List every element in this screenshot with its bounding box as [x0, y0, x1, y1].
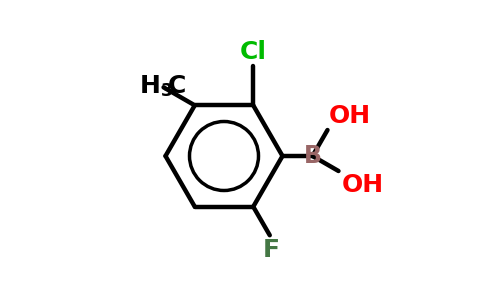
Text: 3: 3	[161, 82, 173, 100]
Text: F: F	[263, 238, 280, 262]
Text: OH: OH	[329, 103, 371, 127]
Text: Cl: Cl	[240, 40, 267, 64]
Text: OH: OH	[342, 172, 384, 197]
Text: B: B	[303, 144, 321, 168]
Text: C: C	[168, 74, 186, 98]
Text: H: H	[140, 74, 161, 98]
